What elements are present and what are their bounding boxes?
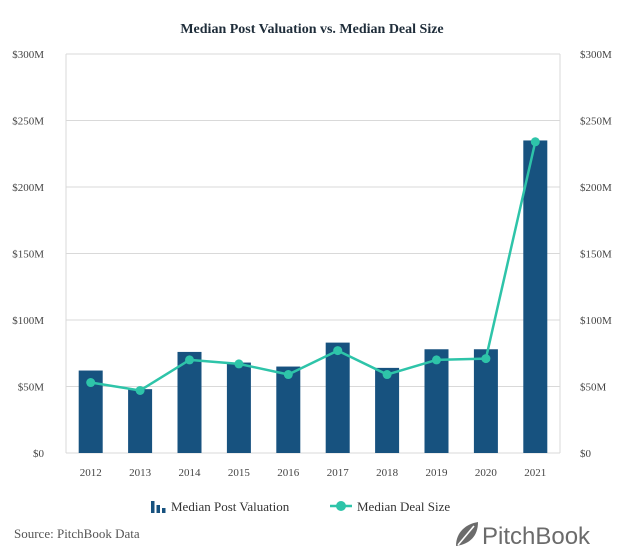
legend-item-bar: Median Post Valuation [151, 499, 290, 514]
bar [128, 389, 153, 453]
line-point [234, 359, 244, 369]
line-point [333, 346, 343, 356]
y-tick-label-left: $300M [12, 49, 44, 61]
line-point [432, 355, 441, 365]
pitchbook-leaf-icon [456, 522, 478, 546]
bar [424, 349, 449, 453]
line-point [185, 355, 194, 365]
y-tick-label-left: $200M [12, 182, 44, 194]
legend-label-line: Median Deal Size [357, 499, 450, 514]
bar [375, 367, 400, 453]
x-axis: 2012 2013 2014 2015 2016 2017 2018 2019 2020 2021 [80, 467, 547, 479]
bar [276, 366, 301, 453]
y-axis-right: $0 $50M $100M $150M $200M $250M $300M [580, 49, 612, 460]
line-point [135, 385, 145, 395]
x-tick-label: 2017 [327, 467, 350, 479]
y-tick-label-left: $0 [33, 448, 45, 460]
line-point [481, 354, 491, 364]
x-tick-label: 2020 [475, 467, 498, 479]
chart-title: Median Post Valuation vs. Median Deal Si… [180, 22, 443, 37]
series-line [90, 141, 537, 392]
bar [523, 140, 548, 453]
line-point [530, 137, 540, 147]
pitchbook-logo: PitchBook [456, 522, 591, 550]
y-tick-label-right: $200M [580, 182, 612, 194]
bar [177, 351, 202, 453]
legend: Median Post Valuation Median Deal Size [151, 499, 450, 514]
y-tick-label-right: $100M [580, 315, 612, 327]
y-tick-label-right: $50M [580, 382, 607, 394]
x-tick-label: 2016 [277, 467, 300, 479]
line-point [283, 370, 293, 380]
line-marker-icon [330, 501, 352, 511]
y-tick-label-right: $0 [580, 448, 592, 460]
y-tick-label-left: $150M [12, 249, 44, 261]
line-series [86, 137, 540, 395]
x-tick-label: 2012 [80, 467, 102, 479]
bar-chart-icon [151, 501, 166, 513]
x-tick-label: 2021 [524, 467, 546, 479]
x-tick-label: 2019 [426, 467, 449, 479]
y-tick-label-right: $150M [580, 249, 612, 261]
source-note: Source: PitchBook Data [14, 526, 140, 541]
y-tick-label-left: $100M [12, 315, 44, 327]
legend-label-bar: Median Post Valuation [171, 499, 290, 514]
y-tick-label-right: $300M [580, 49, 612, 61]
bar [226, 362, 251, 453]
bar [325, 342, 350, 453]
x-tick-label: 2015 [228, 467, 251, 479]
line-point [86, 378, 96, 388]
y-axis-left: $0 $50M $100M $150M $200M $250M $300M [12, 49, 44, 460]
line-point [382, 370, 392, 380]
x-tick-label: 2018 [376, 467, 399, 479]
bar [473, 349, 498, 453]
y-tick-label-left: $250M [12, 116, 44, 128]
brand-name: PitchBook [482, 523, 591, 550]
y-tick-label-left: $50M [18, 382, 45, 394]
x-tick-label: 2013 [129, 467, 152, 479]
x-tick-label: 2014 [179, 467, 202, 479]
legend-item-line: Median Deal Size [330, 499, 450, 514]
y-tick-label-right: $250M [580, 116, 612, 128]
